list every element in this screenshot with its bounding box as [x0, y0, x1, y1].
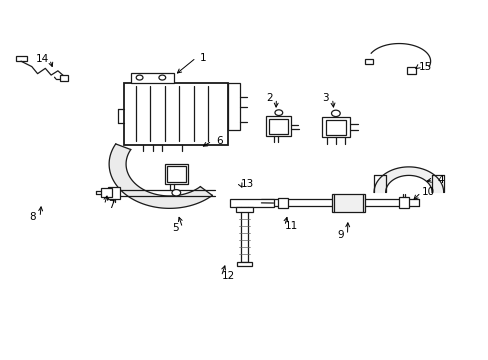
Text: 3: 3 [321, 94, 328, 103]
Text: 6: 6 [216, 136, 222, 146]
Bar [167, 166, 185, 182]
Bar [236, 261, 252, 266]
Bar [365, 59, 372, 64]
Bar [331, 194, 365, 212]
Bar [60, 75, 67, 81]
Text: 4: 4 [436, 175, 443, 185]
Polygon shape [109, 144, 212, 208]
Circle shape [136, 75, 142, 80]
Circle shape [159, 75, 165, 80]
Bar [268, 120, 288, 134]
Text: 14: 14 [36, 54, 49, 64]
Bar [235, 207, 253, 212]
Text: 5: 5 [172, 223, 178, 233]
Bar [325, 120, 346, 135]
Text: 9: 9 [336, 230, 343, 240]
Text: 11: 11 [285, 221, 298, 231]
Bar [398, 197, 408, 208]
Bar [164, 164, 187, 184]
Polygon shape [373, 167, 443, 192]
Text: 12: 12 [222, 271, 235, 282]
Circle shape [331, 110, 340, 117]
Bar [108, 187, 120, 199]
Bar [321, 117, 349, 138]
Circle shape [172, 190, 180, 196]
Bar [101, 188, 111, 197]
Circle shape [274, 110, 282, 116]
Text: 7: 7 [108, 200, 115, 210]
Bar [229, 199, 273, 207]
Bar [265, 116, 291, 136]
Text: 15: 15 [418, 62, 431, 72]
Text: 1: 1 [200, 53, 206, 63]
Text: 10: 10 [421, 188, 434, 197]
Text: 13: 13 [240, 179, 253, 189]
Bar [123, 82, 227, 145]
Bar [227, 82, 239, 130]
Text: 2: 2 [265, 94, 272, 103]
Bar [406, 67, 415, 74]
Bar [278, 198, 287, 208]
Bar [16, 55, 27, 61]
Text: 8: 8 [29, 212, 36, 222]
Bar [131, 73, 174, 82]
